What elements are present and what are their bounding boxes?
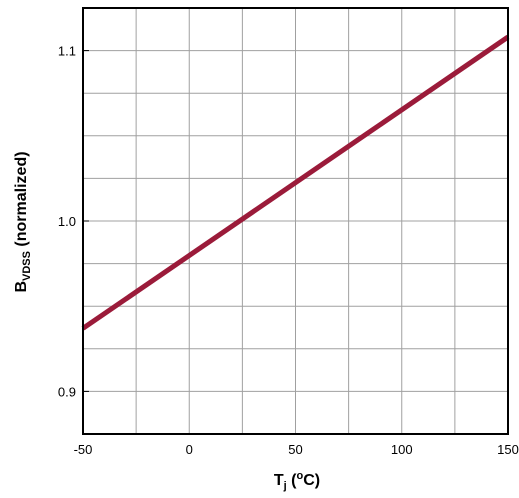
x-tick-label: 100 [391,442,413,457]
y-tick-label: 1.0 [58,214,76,229]
series-line [81,34,510,331]
x-tick-label: 50 [288,442,302,457]
x-tick-label: 0 [186,442,193,457]
x-axis-ticks: -50 0 50 100 150 [74,442,519,457]
y-tick-label: 1.1 [58,44,76,59]
grid [83,8,508,434]
x-tick-label: -50 [74,442,93,457]
x-axis-title: Tj (oC) [274,470,320,492]
y-tick-label: 0.9 [58,384,76,399]
y-axis-ticks: 0.9 1.0 1.1 [58,44,89,399]
x-tick-label: 150 [497,442,519,457]
series-layer [81,34,510,331]
y-axis-title: BVDSS (normalized) [13,151,33,292]
